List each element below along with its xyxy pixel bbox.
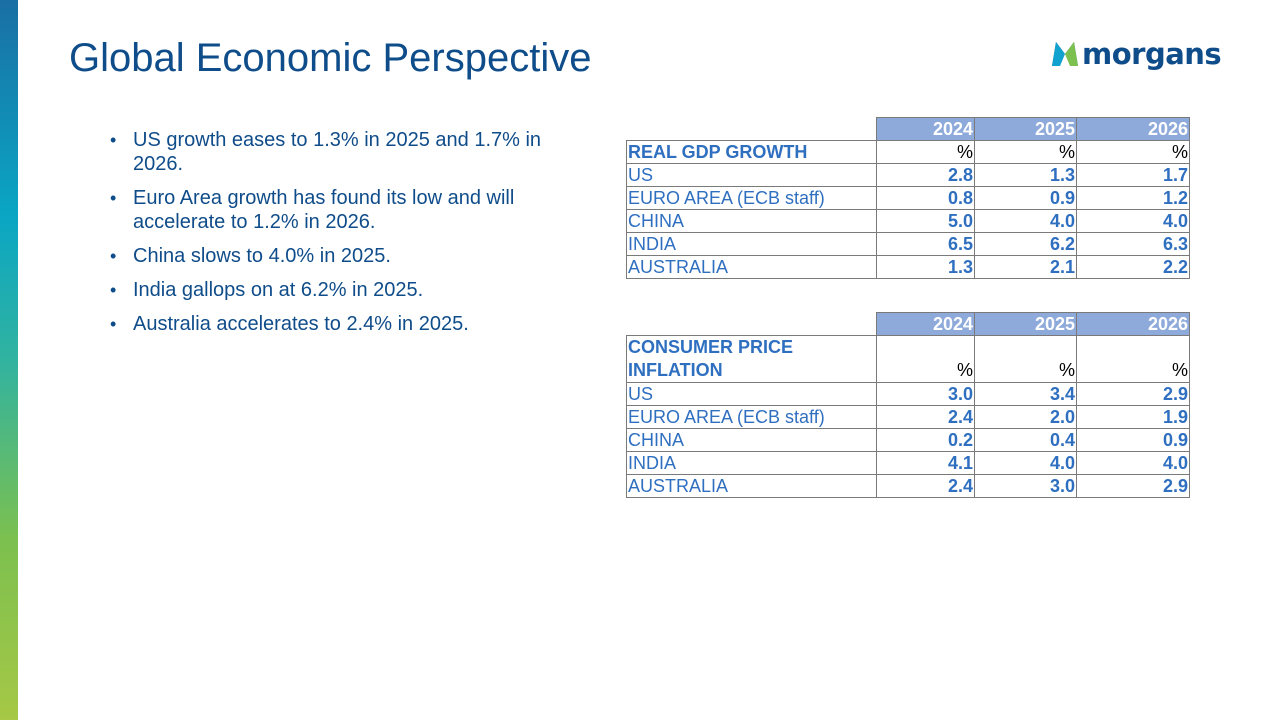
value-cell: 2.4: [876, 474, 975, 498]
bullet-item: • US growth eases to 1.3% in 2025 and 1.7…: [110, 129, 542, 175]
value-cell: 1.2: [1076, 186, 1190, 210]
row-label: US: [626, 163, 877, 187]
value-cell: 2.0: [974, 405, 1077, 429]
value-cell: 2.1: [974, 255, 1077, 279]
unit-cell: %: [876, 140, 975, 164]
row-label: EURO AREA (ECB staff): [626, 186, 877, 210]
value-cell: 2.4: [876, 405, 975, 429]
unit-cell: %: [1076, 335, 1190, 383]
row-label: US: [626, 382, 877, 406]
value-cell: 4.0: [1076, 209, 1190, 233]
table-row: AUSTRALIA 1.3 2.1 2.2: [626, 255, 1190, 279]
table-row: US 3.0 3.4 2.9: [626, 382, 1190, 406]
table-row: INDIA 6.5 6.2 6.3: [626, 232, 1190, 256]
table-row: AUSTRALIA 2.4 3.0 2.9: [626, 474, 1190, 498]
value-cell: 3.0: [974, 474, 1077, 498]
year-header: 2026: [1076, 117, 1190, 141]
value-cell: 0.9: [1076, 428, 1190, 452]
year-header: 2024: [876, 312, 975, 336]
value-cell: 2.9: [1076, 382, 1190, 406]
morgans-logo: morgans: [1050, 36, 1222, 72]
bullet-marker: •: [110, 130, 117, 150]
row-label: AUSTRALIA: [626, 474, 877, 498]
bullet-marker: •: [110, 280, 117, 300]
row-label: AUSTRALIA: [626, 255, 877, 279]
gdp-growth-table: 2024 2025 2026 REAL GDP GROWTH % % % US …: [626, 117, 1190, 279]
value-cell: 2.8: [876, 163, 975, 187]
value-cell: 6.2: [974, 232, 1077, 256]
value-cell: 0.9: [974, 186, 1077, 210]
table-label: REAL GDP GROWTH: [626, 140, 877, 164]
side-gradient-bar: [0, 0, 18, 720]
year-header: 2025: [974, 117, 1077, 141]
year-header: 2025: [974, 312, 1077, 336]
unit-cell: %: [974, 335, 1077, 383]
consumer-price-inflation-table: 2024 2025 2026 CONSUMER PRICE INFLATION %…: [626, 312, 1190, 498]
value-cell: 2.9: [1076, 474, 1190, 498]
table-header-row: 2024 2025 2026: [627, 117, 1190, 141]
row-label: CHINA: [626, 428, 877, 452]
table-row: EURO AREA (ECB staff) 0.8 0.9 1.2: [626, 186, 1190, 210]
value-cell: 1.7: [1076, 163, 1190, 187]
value-cell: 0.8: [876, 186, 975, 210]
table-row: US 2.8 1.3 1.7: [626, 163, 1190, 187]
table-row: CHINA 0.2 0.4 0.9: [626, 428, 1190, 452]
morgans-m-icon: [1050, 40, 1080, 68]
table-row: INDIA 4.1 4.0 4.0: [626, 451, 1190, 475]
bullet-item: • Euro Area growth has found its low and …: [110, 187, 515, 233]
value-cell: 4.0: [974, 209, 1077, 233]
value-cell: 1.3: [876, 255, 975, 279]
row-label: CHINA: [626, 209, 877, 233]
table-header-row: 2024 2025 2026: [627, 312, 1190, 336]
value-cell: 1.3: [974, 163, 1077, 187]
bullet-marker: •: [110, 314, 117, 334]
value-cell: 2.2: [1076, 255, 1190, 279]
value-cell: 6.3: [1076, 232, 1190, 256]
unit-cell: %: [974, 140, 1077, 164]
table-row: CHINA 5.0 4.0 4.0: [626, 209, 1190, 233]
year-header: 2026: [1076, 312, 1190, 336]
table-label-row: CONSUMER PRICE INFLATION % % %: [626, 335, 1190, 383]
value-cell: 0.4: [974, 428, 1077, 452]
table-label-row: REAL GDP GROWTH % % %: [626, 140, 1190, 164]
value-cell: 6.5: [876, 232, 975, 256]
slide-title: Global Economic Perspective: [69, 36, 592, 80]
row-label: INDIA: [626, 451, 877, 475]
bullet-item: • Australia accelerates to 2.4% in 2025.: [110, 313, 469, 335]
value-cell: 4.0: [1076, 451, 1190, 475]
unit-cell: %: [876, 335, 975, 383]
bullet-marker: •: [110, 246, 117, 266]
bullet-marker: •: [110, 188, 117, 208]
value-cell: 5.0: [876, 209, 975, 233]
row-label: INDIA: [626, 232, 877, 256]
table-label: CONSUMER PRICE INFLATION: [626, 335, 877, 383]
unit-cell: %: [1076, 140, 1190, 164]
bullet-item: • China slows to 4.0% in 2025.: [110, 245, 391, 267]
value-cell: 3.0: [876, 382, 975, 406]
table-row: EURO AREA (ECB staff) 2.4 2.0 1.9: [626, 405, 1190, 429]
value-cell: 1.9: [1076, 405, 1190, 429]
value-cell: 3.4: [974, 382, 1077, 406]
value-cell: 4.1: [876, 451, 975, 475]
value-cell: 0.2: [876, 428, 975, 452]
value-cell: 4.0: [974, 451, 1077, 475]
row-label: EURO AREA (ECB staff): [626, 405, 877, 429]
logo-wordmark: morgans: [1082, 37, 1222, 71]
year-header: 2024: [876, 117, 975, 141]
bullet-list: • US growth eases to 1.3% in 2025 and 1.7…: [110, 128, 590, 346]
bullet-item: • India gallops on at 6.2% in 2025.: [110, 279, 424, 301]
